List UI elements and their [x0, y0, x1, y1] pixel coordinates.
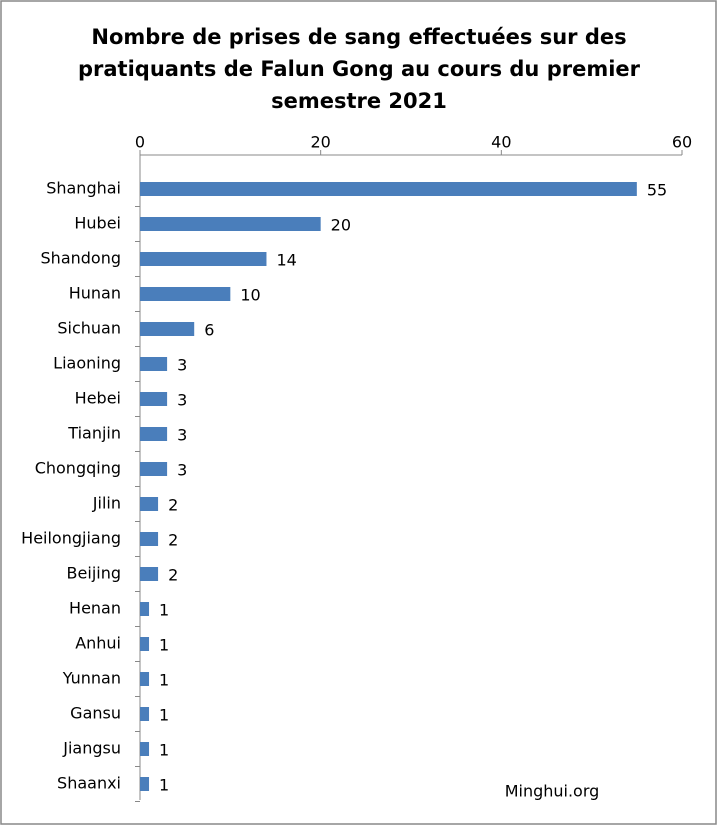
y-tick-label: Anhui: [75, 634, 121, 653]
y-tick-label: Liaoning: [53, 354, 121, 373]
value-label: 3: [177, 356, 187, 375]
bar: [140, 672, 150, 686]
y-tick-label: Sichuan: [57, 319, 121, 338]
y-tick-label: Henan: [69, 599, 121, 618]
value-label: 20: [331, 216, 351, 235]
value-label: 3: [177, 461, 187, 480]
y-tick-label: Tianjin: [67, 424, 121, 443]
bar: [140, 602, 150, 616]
y-tick-label: Heilongjiang: [21, 529, 121, 548]
y-tick-label: Jilin: [92, 494, 121, 513]
value-label: 10: [240, 286, 260, 305]
value-label: 6: [204, 321, 214, 340]
bar: [140, 322, 195, 336]
y-tick-label: Chongqing: [35, 459, 121, 478]
y-tick-label: Hebei: [75, 389, 121, 408]
bar: [140, 357, 168, 371]
bar: [140, 182, 637, 196]
bar: [140, 252, 267, 266]
bar: [140, 707, 150, 721]
chart-title: pratiquants de Falun Gong au cours du pr…: [78, 57, 641, 81]
value-label: 3: [177, 391, 187, 410]
y-tick-label: Shaanxi: [57, 774, 121, 793]
value-label: 1: [159, 601, 169, 620]
value-label: 14: [276, 251, 296, 270]
y-tick-label: Hubei: [74, 214, 121, 233]
x-tick-label: 0: [135, 133, 145, 152]
chart-title: Nombre de prises de sang effectuées sur …: [91, 25, 626, 49]
bar: [140, 427, 168, 441]
y-tick-label: Yunnan: [62, 669, 121, 688]
bar: [140, 462, 168, 476]
y-tick-label: Hunan: [69, 284, 121, 303]
value-label: 1: [159, 636, 169, 655]
value-label: 55: [647, 181, 667, 200]
bar: [140, 777, 150, 791]
y-tick-label: Gansu: [70, 704, 121, 723]
bar: [140, 637, 150, 651]
annotation: Minghui.org: [505, 782, 600, 801]
value-label: 1: [159, 671, 169, 690]
bar: [140, 567, 159, 581]
y-tick-label: Shanghai: [46, 179, 121, 198]
x-tick-label: 40: [491, 133, 511, 152]
bar: [140, 497, 159, 511]
value-label: 1: [159, 741, 169, 760]
value-label: 2: [168, 566, 178, 585]
y-tick-label: Jiangsu: [62, 739, 121, 758]
value-label: 2: [168, 531, 178, 550]
y-tick-label: Beijing: [67, 564, 121, 583]
value-label: 1: [159, 706, 169, 725]
value-label: 2: [168, 496, 178, 515]
bar: [140, 742, 150, 756]
chart-title: semestre 2021: [271, 89, 447, 113]
x-tick-label: 60: [672, 133, 692, 152]
bar: [140, 287, 231, 301]
value-label: 1: [159, 776, 169, 795]
x-tick-label: 20: [310, 133, 330, 152]
bar: [140, 392, 168, 406]
bar: [140, 532, 159, 546]
value-label: 3: [177, 426, 187, 445]
bar: [140, 217, 321, 231]
y-tick-label: Shandong: [41, 249, 121, 268]
